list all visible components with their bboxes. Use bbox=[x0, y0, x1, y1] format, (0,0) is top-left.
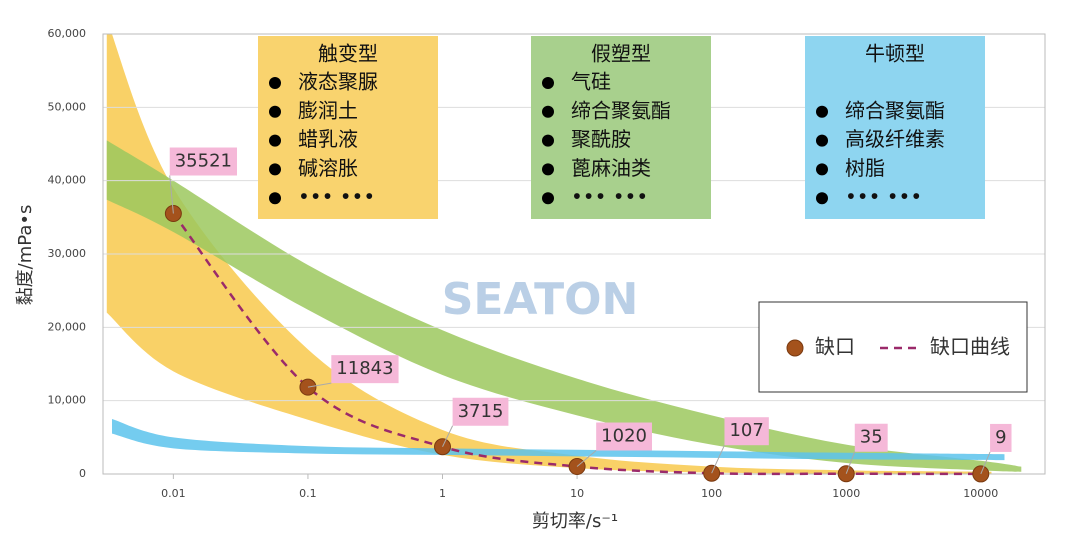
annotation-item: 气硅 bbox=[571, 70, 611, 94]
bullet bbox=[269, 134, 281, 147]
bullet bbox=[542, 192, 554, 205]
bullet bbox=[816, 105, 828, 118]
value-label: 3715 bbox=[458, 401, 504, 422]
value-label: 35 bbox=[860, 427, 883, 448]
legend-label: 缺口曲线 bbox=[930, 335, 1010, 359]
leader bbox=[711, 445, 725, 474]
leader bbox=[169, 175, 174, 214]
bullet bbox=[269, 192, 281, 205]
x-tick-label: 10000 bbox=[963, 487, 998, 500]
watermark: SEATON bbox=[442, 274, 639, 325]
annotation-item: 缔合聚氨酯 bbox=[845, 98, 945, 122]
y-tick-label: 60,000 bbox=[48, 27, 87, 40]
y-tick-label: 30,000 bbox=[48, 247, 87, 260]
annotation-title: 触变型 bbox=[318, 42, 378, 66]
y-tick-label: 40,000 bbox=[48, 174, 87, 187]
value-label: 35521 bbox=[175, 151, 232, 172]
x-tick-label: 100 bbox=[701, 487, 722, 500]
value-label: 1020 bbox=[601, 426, 647, 447]
annotation-item: 高级纤维素 bbox=[845, 127, 945, 151]
value-label-bg bbox=[854, 423, 888, 452]
range-band bbox=[106, 140, 1022, 472]
leader bbox=[576, 450, 597, 467]
leader bbox=[845, 451, 856, 474]
bands bbox=[106, 34, 1022, 474]
annotation-item: 膨润土 bbox=[298, 98, 358, 122]
legend-label: 缺口 bbox=[815, 335, 855, 359]
y-axis-label: 黏度/mPa•s bbox=[15, 205, 36, 306]
value-label-bg bbox=[331, 355, 399, 384]
x-axis-label: 剪切率/s⁻¹ bbox=[532, 511, 618, 532]
annotation-item: 液态聚脲 bbox=[298, 70, 378, 94]
annotation-item: ••• ••• bbox=[571, 185, 648, 209]
y-tick-label: 50,000 bbox=[48, 100, 87, 113]
bullet bbox=[542, 163, 554, 176]
bullet bbox=[269, 105, 281, 118]
x-tick-label: 0.1 bbox=[299, 487, 317, 500]
y-tick-label: 20,000 bbox=[48, 320, 87, 333]
y-tick-label: 0 bbox=[79, 467, 86, 480]
x-tick-label: 1 bbox=[439, 487, 446, 500]
value-label: 9 bbox=[995, 427, 1006, 448]
bullet bbox=[542, 105, 554, 118]
legend-box bbox=[758, 301, 1028, 393]
x-tick-label: 1000 bbox=[832, 487, 860, 500]
value-label: 107 bbox=[729, 420, 763, 441]
annotation-item: ••• ••• bbox=[845, 185, 922, 209]
bullet bbox=[269, 163, 281, 176]
bullet bbox=[269, 77, 281, 89]
value-label-bg bbox=[452, 397, 509, 426]
annotation-title: 牛顿型 bbox=[865, 42, 925, 66]
value-label-bg bbox=[169, 147, 237, 176]
annotation-item: 聚酰胺 bbox=[571, 127, 631, 151]
value-label-bg bbox=[990, 423, 1012, 452]
annotation-title: 假塑型 bbox=[591, 42, 651, 66]
annotation-item: ••• ••• bbox=[298, 185, 375, 209]
annotation-item: 树脂 bbox=[845, 156, 885, 180]
leader bbox=[980, 451, 991, 475]
x-tick-label: 10 bbox=[570, 487, 584, 500]
annotation-box bbox=[258, 36, 438, 219]
range-band bbox=[112, 419, 1005, 461]
legend-marker bbox=[786, 339, 804, 357]
bullet bbox=[816, 163, 828, 176]
bullet bbox=[542, 77, 554, 89]
bullet bbox=[816, 192, 828, 205]
annotation-item: 蜡乳液 bbox=[298, 127, 358, 151]
value-label: 11843 bbox=[336, 358, 393, 379]
value-label-bg bbox=[724, 417, 769, 446]
annotation-box bbox=[531, 36, 711, 219]
bullet bbox=[816, 134, 828, 147]
leader bbox=[442, 425, 454, 447]
y-tick-label: 10,000 bbox=[48, 394, 87, 407]
x-tick-label: 0.01 bbox=[161, 487, 186, 500]
annotation-box bbox=[805, 36, 985, 219]
annotation-item: 缔合聚氨酯 bbox=[571, 98, 671, 122]
leader bbox=[307, 382, 332, 388]
bullet bbox=[542, 134, 554, 147]
annotation-item: 蓖麻油类 bbox=[571, 156, 651, 180]
value-label-bg bbox=[596, 422, 652, 451]
annotation-item: 碱溶胀 bbox=[298, 156, 358, 180]
